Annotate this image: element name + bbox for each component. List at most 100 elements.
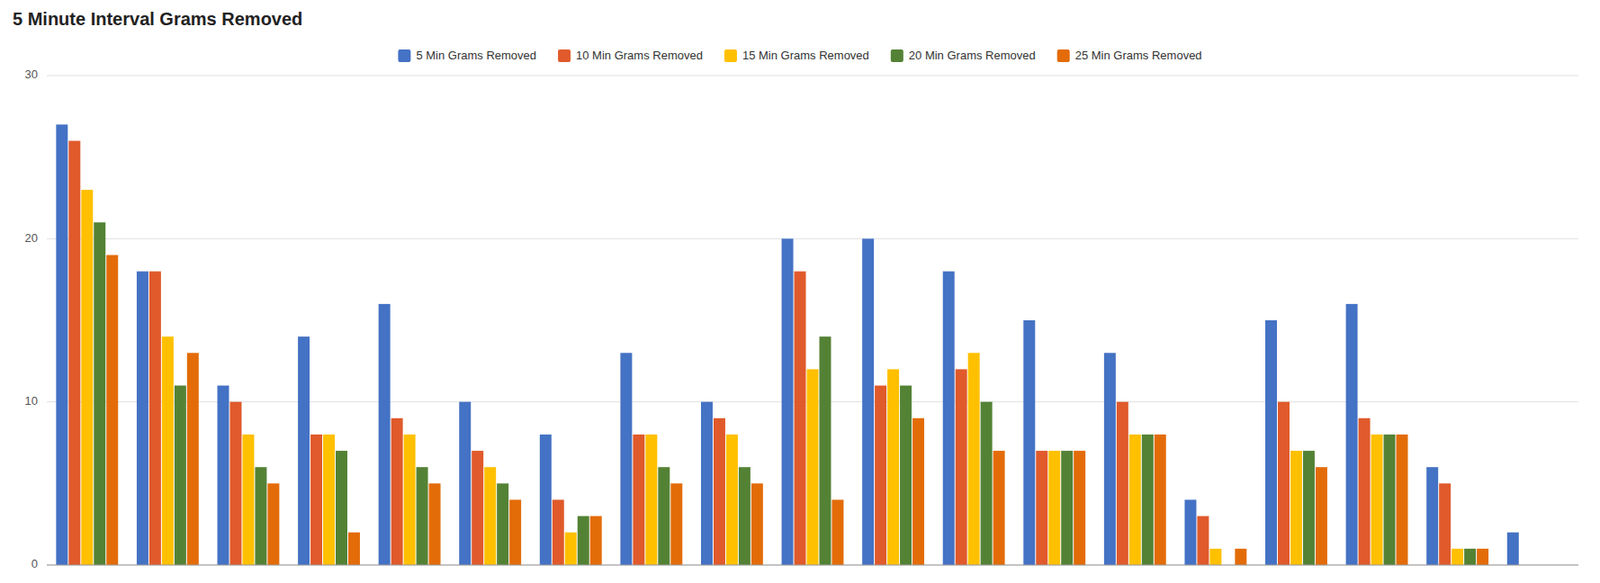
bar bbox=[1384, 434, 1396, 566]
bar bbox=[1060, 450, 1073, 566]
bar bbox=[1507, 532, 1520, 566]
bar bbox=[1358, 418, 1371, 566]
bar bbox=[1104, 352, 1116, 566]
bar bbox=[565, 532, 577, 566]
bar bbox=[242, 434, 254, 566]
bar bbox=[348, 532, 360, 566]
legend-swatch bbox=[724, 49, 738, 63]
bar bbox=[577, 516, 590, 566]
bar bbox=[645, 434, 657, 566]
bar bbox=[323, 434, 335, 566]
bar bbox=[458, 402, 471, 566]
chart-svg: 5 Minute Interval Grams Removed 5 Min Gra… bbox=[0, 0, 1600, 583]
bar bbox=[1315, 467, 1328, 566]
bar bbox=[1184, 499, 1196, 566]
grid-line bbox=[46, 75, 1579, 77]
bar bbox=[496, 483, 509, 566]
bar bbox=[229, 402, 242, 566]
bar bbox=[267, 483, 279, 566]
bar bbox=[1426, 467, 1439, 566]
bar bbox=[1129, 434, 1142, 566]
chart-title: 5 Minute Interval Grams Removed bbox=[12, 8, 303, 29]
bar bbox=[335, 450, 348, 566]
legend-swatch bbox=[1057, 49, 1070, 63]
bar bbox=[1277, 402, 1290, 566]
bar bbox=[1154, 434, 1167, 566]
bar bbox=[1035, 450, 1048, 566]
bar bbox=[1290, 450, 1303, 566]
bar bbox=[161, 336, 174, 566]
bar bbox=[391, 418, 404, 566]
bar bbox=[670, 483, 683, 566]
y-tick-label: 20 bbox=[25, 231, 38, 245]
bar bbox=[968, 352, 980, 566]
bar bbox=[993, 450, 1006, 566]
bar bbox=[807, 368, 819, 566]
bar bbox=[1073, 450, 1086, 566]
grid-line bbox=[46, 238, 1579, 240]
legend-item: 10 Min Grams Removed bbox=[557, 48, 703, 63]
bar bbox=[55, 124, 68, 566]
bar bbox=[955, 368, 968, 566]
bar bbox=[1396, 434, 1409, 566]
bar bbox=[943, 271, 955, 566]
bar bbox=[1209, 548, 1222, 566]
legend-label: 5 Min Grams Removed bbox=[415, 48, 537, 63]
bar bbox=[738, 467, 751, 566]
bar bbox=[1196, 516, 1209, 566]
bar bbox=[1371, 434, 1384, 566]
bar bbox=[68, 141, 81, 566]
bar bbox=[1116, 402, 1129, 566]
bar bbox=[552, 499, 565, 566]
legend-swatch bbox=[397, 49, 411, 63]
bar bbox=[632, 434, 645, 566]
bar bbox=[620, 352, 632, 566]
bar bbox=[590, 516, 603, 566]
bar bbox=[149, 271, 162, 566]
bar bbox=[1141, 434, 1154, 566]
bar bbox=[106, 254, 118, 566]
bar bbox=[1303, 450, 1315, 566]
legend-swatch bbox=[890, 49, 904, 63]
bar bbox=[80, 189, 93, 566]
x-axis-line bbox=[46, 565, 1579, 567]
legend: 5 Min Grams Removed 10 Min Grams Removed 1… bbox=[397, 48, 1202, 63]
bar bbox=[1346, 304, 1358, 566]
bar bbox=[874, 386, 887, 566]
bar bbox=[1234, 548, 1247, 566]
bar bbox=[378, 304, 391, 566]
bar bbox=[701, 402, 713, 566]
bar bbox=[980, 402, 993, 566]
bar bbox=[1438, 483, 1451, 566]
bar bbox=[1476, 548, 1489, 566]
y-tick-label: 10 bbox=[25, 394, 38, 408]
bar bbox=[310, 434, 323, 566]
y-tick-label: 0 bbox=[31, 557, 38, 571]
bar bbox=[1023, 320, 1035, 566]
legend-label: 20 Min Grams Removed bbox=[908, 48, 1036, 63]
bar bbox=[794, 271, 807, 566]
bar bbox=[429, 483, 441, 566]
bar bbox=[297, 336, 310, 566]
bar bbox=[1265, 320, 1277, 566]
y-tick-label: 30 bbox=[25, 67, 38, 81]
legend-label: 15 Min Grams Removed bbox=[742, 48, 870, 63]
y-axis: 0 10 20 30 bbox=[25, 67, 1579, 571]
bar bbox=[726, 434, 738, 566]
legend-item: 20 Min Grams Removed bbox=[890, 48, 1036, 63]
legend-swatch bbox=[557, 49, 571, 63]
bar bbox=[1451, 548, 1464, 566]
bars bbox=[55, 124, 1519, 566]
bar bbox=[136, 271, 149, 566]
bar bbox=[818, 336, 831, 566]
chart-container: 5 Minute Interval Grams Removed 5 Min Gra… bbox=[0, 0, 1600, 583]
bar bbox=[782, 238, 794, 566]
legend-item: 15 Min Grams Removed bbox=[724, 48, 870, 63]
bar bbox=[912, 418, 925, 566]
bar bbox=[509, 499, 522, 566]
bar bbox=[416, 467, 429, 566]
bar bbox=[887, 368, 899, 566]
bar bbox=[751, 483, 764, 566]
bar bbox=[484, 467, 496, 566]
bar bbox=[539, 434, 552, 566]
